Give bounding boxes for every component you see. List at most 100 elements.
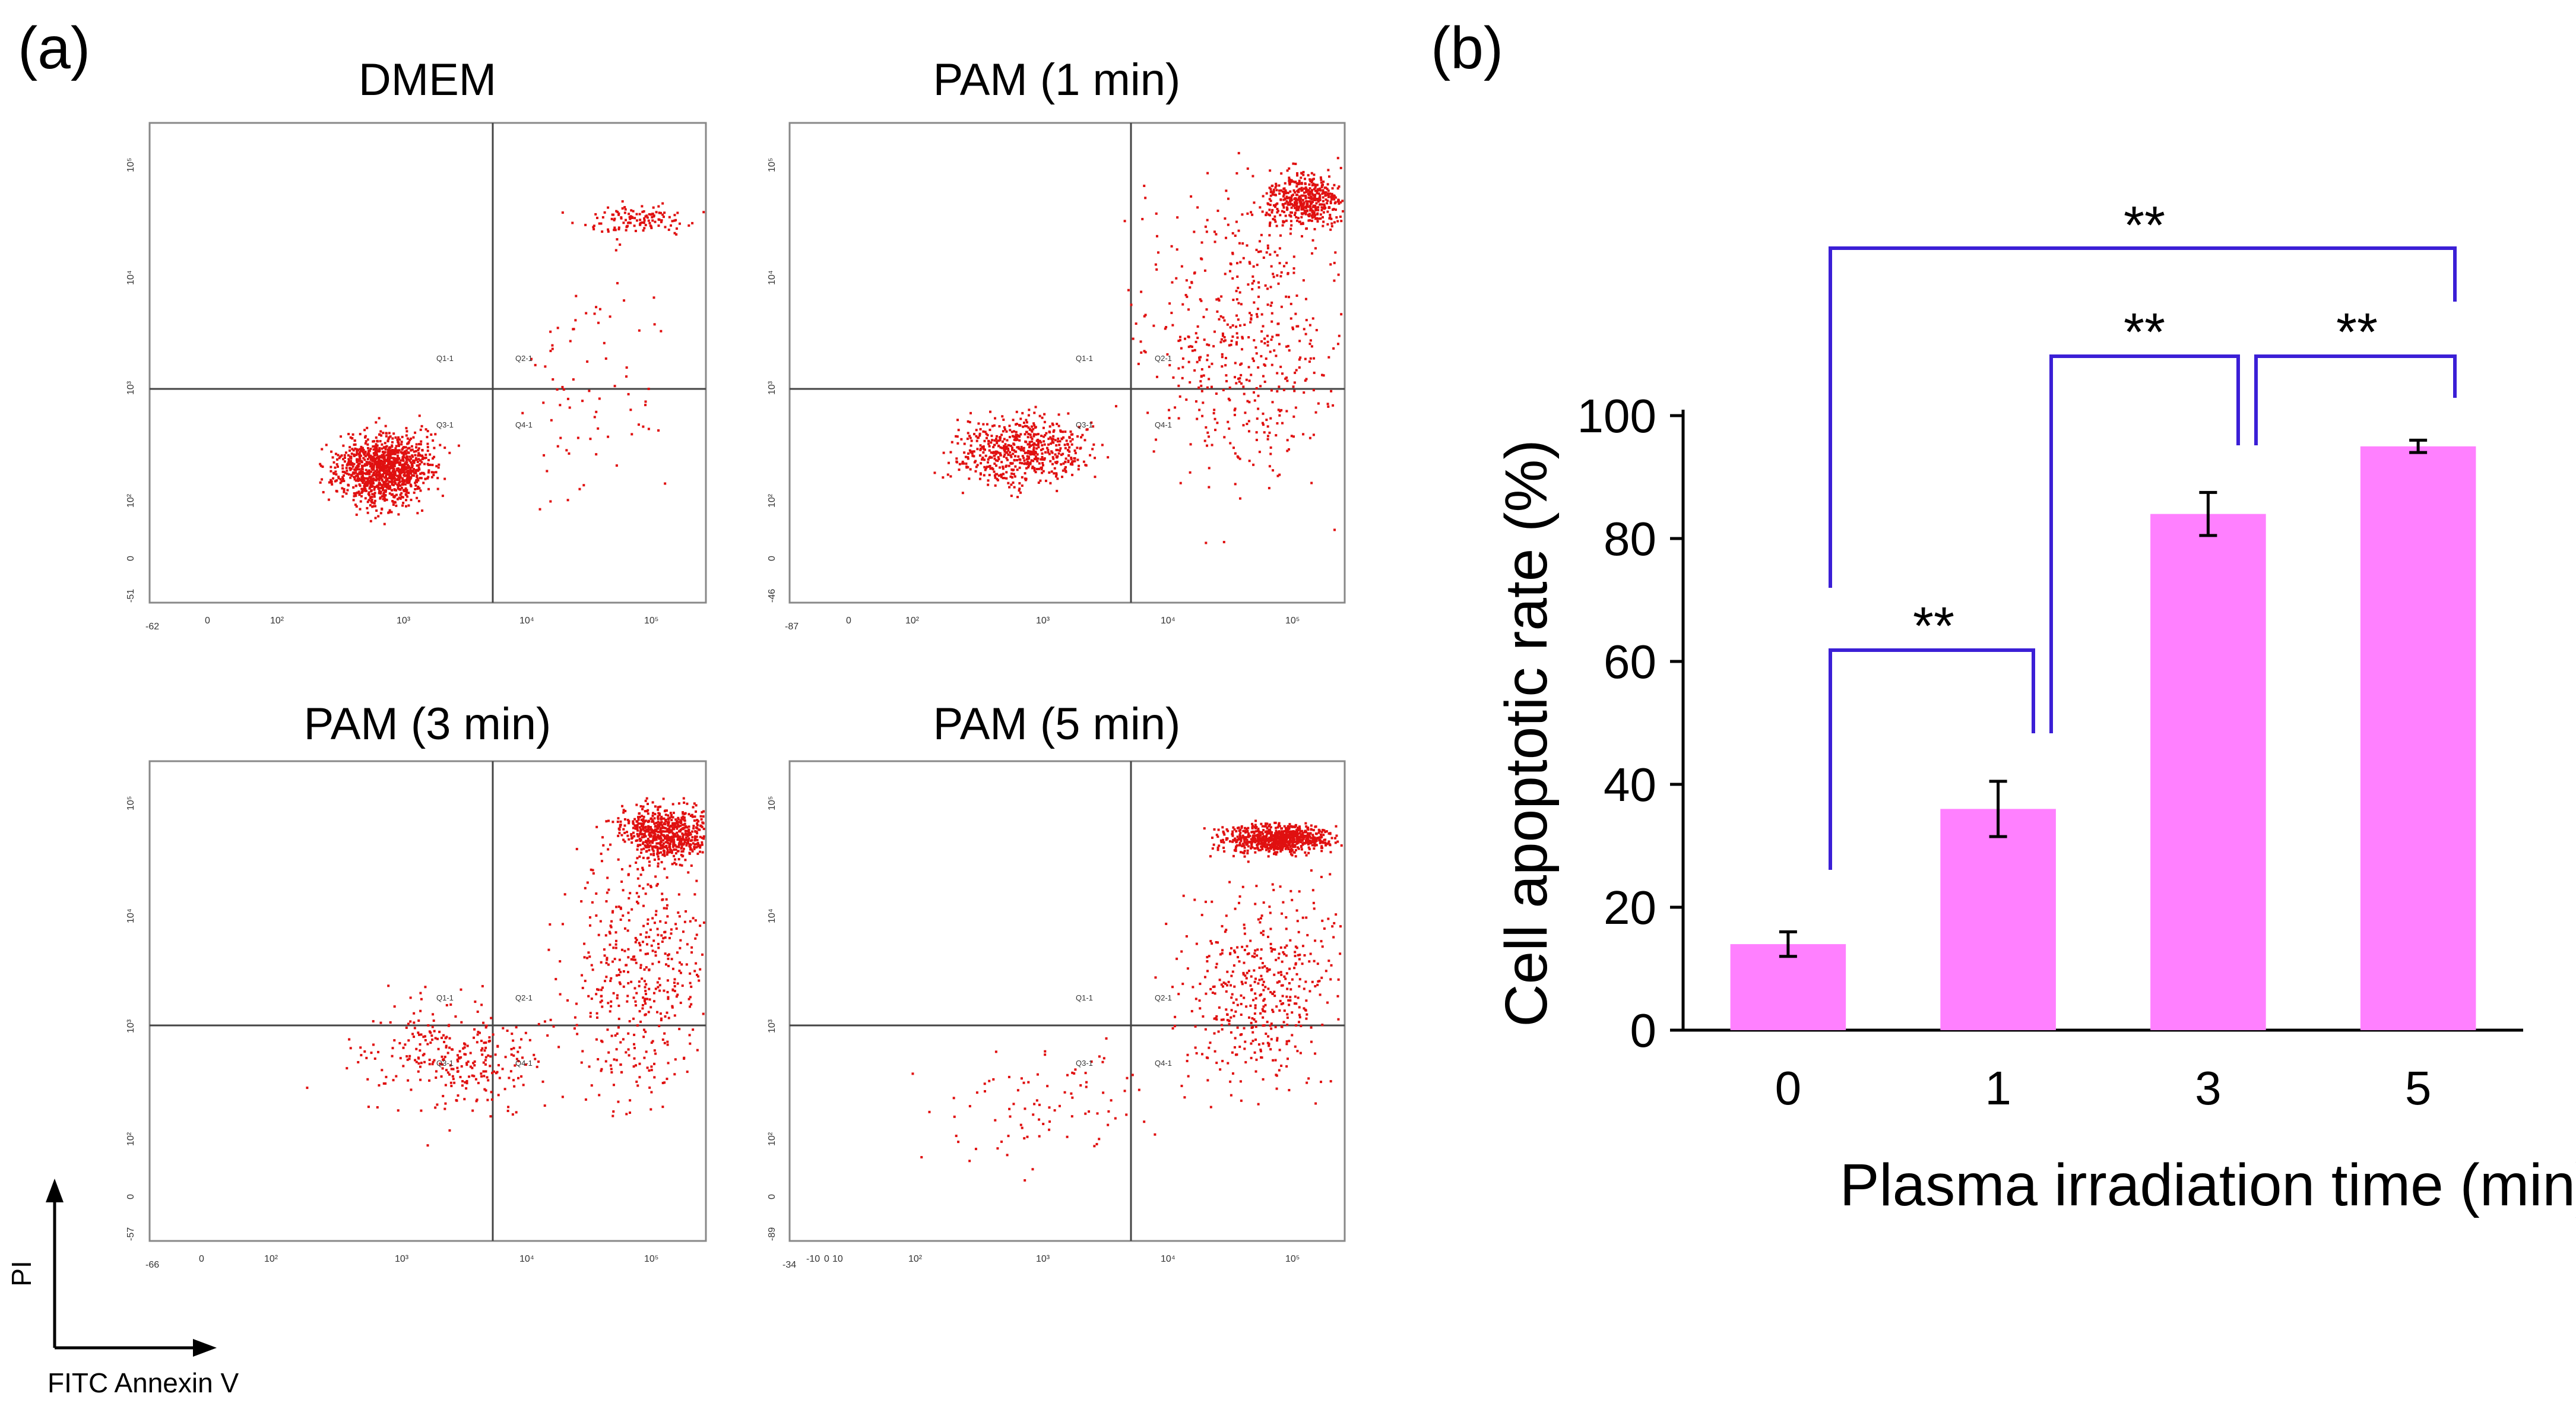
scatter-dot [1017, 446, 1020, 449]
scatter-dot [999, 439, 1002, 442]
scatter-dot [1300, 176, 1303, 179]
scatter-dot [359, 500, 362, 503]
scatter-dot [702, 835, 705, 838]
scatter-dot [417, 500, 420, 503]
scatter-dot [403, 465, 406, 468]
scatter-dot [638, 855, 641, 858]
scatter-dot [994, 473, 997, 476]
scatter-dot [1311, 837, 1314, 840]
scatter-dot [1294, 855, 1297, 858]
scatter-dot [628, 1020, 631, 1023]
scatter-dot [1027, 464, 1030, 467]
scatter-dot [1307, 189, 1310, 192]
scatter-dot [1271, 208, 1274, 211]
scatter-dot [543, 454, 546, 457]
scatter-dot [1266, 822, 1269, 825]
scatter-dot [369, 484, 372, 487]
scatter-dot [365, 483, 368, 486]
scatter-dot [677, 893, 680, 896]
scatter-dot [479, 1031, 481, 1034]
scatter-dot [1264, 284, 1267, 287]
scatter-dot [616, 997, 619, 1000]
scatter-dot [682, 824, 685, 826]
scatter-dot [411, 448, 414, 451]
scatter-dot [998, 425, 1001, 428]
scatter-dot [1190, 346, 1193, 349]
scatter-dot [663, 852, 666, 855]
scatter-dot [1291, 848, 1294, 851]
scatter-dot [652, 837, 655, 840]
scatter-dot [1016, 433, 1019, 436]
scatter-dot [408, 481, 411, 484]
scatter-dot [485, 1024, 488, 1027]
scatter-dot [409, 477, 412, 480]
scatter-dot [378, 461, 381, 464]
scatter-dot [1225, 374, 1228, 377]
scatter-dot [456, 1070, 459, 1073]
scatter-dot [667, 1062, 670, 1065]
scatter-dot [568, 452, 571, 455]
scatter-dot [1319, 203, 1322, 206]
scatter-dot [1012, 481, 1015, 484]
scatter-dot [1221, 356, 1224, 359]
scatter-dot [1290, 224, 1293, 227]
scatter-dot [1090, 1060, 1093, 1063]
scatter-dot [1037, 446, 1040, 449]
scatter-dot [405, 470, 408, 473]
scatter-dot [988, 474, 991, 477]
scatter-dot [1293, 214, 1296, 217]
scatter-dot [1270, 312, 1273, 315]
scatter-dot [533, 1053, 536, 1056]
scatter-dot [341, 495, 344, 498]
scatter-dot [448, 1037, 451, 1040]
scatter-dot [1197, 386, 1200, 389]
scatter-dot [599, 920, 602, 923]
scatter-dot [661, 825, 664, 828]
scatter-dot [1322, 374, 1325, 377]
scatter-dot [1262, 375, 1265, 378]
scatter-dot [387, 459, 390, 462]
scatter-dot [621, 805, 624, 808]
scatter-dot [387, 438, 390, 441]
scatter-dot [993, 457, 996, 460]
scatter-dot [575, 1024, 578, 1027]
scatter-dot [408, 479, 411, 482]
scatter-dot [1155, 268, 1158, 271]
scatter-dot [447, 1024, 450, 1027]
scatter-dot [334, 470, 337, 473]
scatter-dot [645, 810, 648, 813]
scatter-dot [1257, 281, 1260, 284]
scatter-dot [351, 465, 354, 468]
scatter-dot [358, 468, 361, 471]
scatter-dot [1003, 477, 1006, 480]
scatter-dot [1311, 192, 1314, 195]
scatter-dot [972, 455, 975, 458]
scatter-dot [408, 439, 411, 442]
scatter-dot [635, 820, 638, 823]
scatter-dot [610, 1000, 613, 1003]
scatter-dot [639, 822, 642, 825]
scatter-dot [1310, 345, 1313, 348]
scatter-dot [1304, 194, 1307, 197]
scatter-dot [366, 426, 369, 429]
scatter-dot [429, 1031, 432, 1034]
scatter-dot [1298, 358, 1301, 361]
quadrant-label-q4: Q4-1 [1155, 420, 1172, 429]
scatter-dot [1037, 433, 1040, 436]
scatter-dot [337, 465, 340, 468]
scatter-dot [341, 467, 344, 470]
scatter-dot [1059, 447, 1062, 450]
scatter-dot [487, 1054, 490, 1057]
scatter-dot [1282, 193, 1285, 196]
flow-plot-title: PAM (1 min) [933, 55, 1181, 105]
scatter-dot [428, 1063, 431, 1066]
scatter-dot [1253, 339, 1256, 342]
scatter-dot [1310, 172, 1313, 175]
y-tick-label: 10⁵ [126, 158, 136, 172]
scatter-dot [1139, 340, 1142, 343]
scatter-dot [1301, 842, 1304, 845]
scatter-dot [623, 927, 626, 930]
scatter-dot [670, 814, 673, 817]
scatter-dots [306, 797, 705, 1147]
scatter-dot [456, 1054, 459, 1057]
